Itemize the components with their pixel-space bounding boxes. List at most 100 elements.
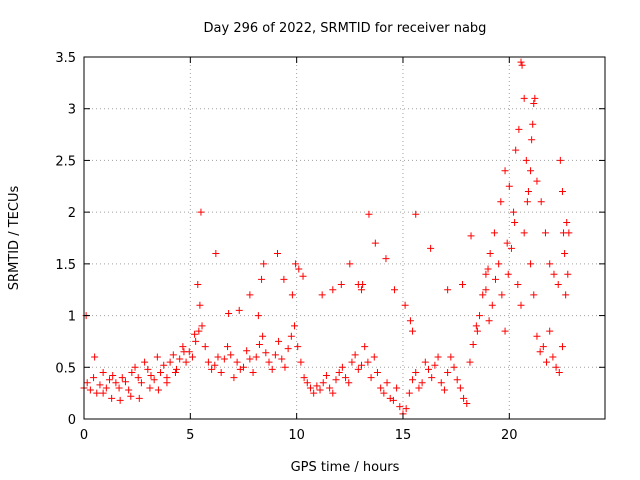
y-tick-label: 0.5 [55, 361, 76, 376]
data-point [406, 317, 414, 325]
data-point [291, 322, 299, 330]
data-point [472, 322, 480, 330]
data-point [560, 229, 568, 237]
data-point [503, 239, 511, 247]
data-point [561, 250, 569, 258]
data-point [424, 365, 432, 373]
data-point [529, 120, 537, 128]
data-point [243, 347, 251, 355]
data-point [300, 374, 308, 382]
data-point [554, 281, 562, 289]
data-point [163, 379, 171, 387]
data-point [537, 198, 545, 206]
y-axis-label: SRMTID / TECUs [7, 186, 22, 291]
data-point [197, 208, 205, 216]
data-point [431, 361, 439, 369]
data-point [214, 353, 222, 361]
data-point [318, 291, 326, 299]
data-point [319, 379, 327, 387]
data-point [141, 358, 149, 366]
y-tick-label: 2.5 [55, 154, 76, 169]
data-point [322, 372, 330, 380]
data-point [201, 343, 209, 351]
data-point [523, 198, 531, 206]
data-point [367, 374, 375, 382]
data-point [252, 353, 260, 361]
data-point [527, 167, 535, 175]
y-tick-label: 1 [68, 310, 76, 325]
x-tick-label: 0 [80, 428, 88, 443]
data-point [134, 374, 142, 382]
data-point [288, 291, 296, 299]
data-point [479, 291, 487, 299]
data-point [466, 358, 474, 366]
data-point [531, 94, 539, 102]
data-point [460, 394, 468, 402]
data-point [359, 281, 367, 289]
data-point [153, 353, 161, 361]
data-point [147, 372, 155, 380]
data-point [405, 389, 413, 397]
data-point [112, 379, 120, 387]
data-point [459, 281, 467, 289]
data-point [434, 353, 442, 361]
data-point [482, 286, 490, 294]
data-point [109, 372, 117, 380]
data-point [511, 218, 519, 226]
x-tick-label: 20 [501, 428, 518, 443]
data-point [505, 182, 513, 190]
x-axis-label: GPS time / hours [291, 460, 400, 475]
data-point [90, 374, 98, 382]
data-point [558, 343, 566, 351]
data-point [303, 379, 311, 387]
data-point [543, 358, 551, 366]
data-point [504, 270, 512, 278]
data-point [144, 365, 152, 373]
data-point [484, 265, 492, 273]
data-point [121, 378, 129, 386]
data-point [541, 229, 549, 237]
data-point [361, 343, 369, 351]
data-point [337, 281, 345, 289]
data-point [507, 244, 515, 252]
y-tick-label: 3 [68, 103, 76, 118]
data-point [515, 125, 523, 133]
data-point [564, 270, 572, 278]
data-point [396, 403, 404, 411]
data-point [86, 386, 94, 394]
data-point [552, 363, 560, 371]
data-point [173, 365, 181, 373]
data-point [135, 394, 143, 402]
data-point [254, 312, 262, 320]
data-point [157, 368, 165, 376]
data-point [440, 386, 448, 394]
data-point [294, 343, 302, 351]
data-point [444, 368, 452, 376]
x-tick-label: 10 [288, 428, 305, 443]
data-point [546, 260, 554, 268]
data-point [217, 368, 225, 376]
data-point [476, 312, 484, 320]
data-point [409, 376, 417, 384]
data-point [235, 306, 243, 314]
data-point [346, 260, 354, 268]
data-point [338, 363, 346, 371]
data-point [514, 281, 522, 289]
data-points [80, 58, 573, 418]
chart-title: Day 296 of 2022, SRMTID for receiver nab… [204, 21, 487, 36]
data-point [546, 327, 554, 335]
data-point [335, 368, 343, 376]
data-point [287, 332, 295, 340]
data-point [467, 232, 475, 240]
data-point [125, 386, 133, 394]
data-point [99, 368, 107, 376]
data-point [518, 61, 526, 69]
data-point [490, 229, 498, 237]
data-point [160, 361, 168, 369]
y-tick-label: 1.5 [55, 258, 76, 273]
data-point [421, 358, 429, 366]
data-point [342, 374, 350, 382]
data-point [418, 379, 426, 387]
data-point [412, 368, 420, 376]
data-point [520, 94, 528, 102]
